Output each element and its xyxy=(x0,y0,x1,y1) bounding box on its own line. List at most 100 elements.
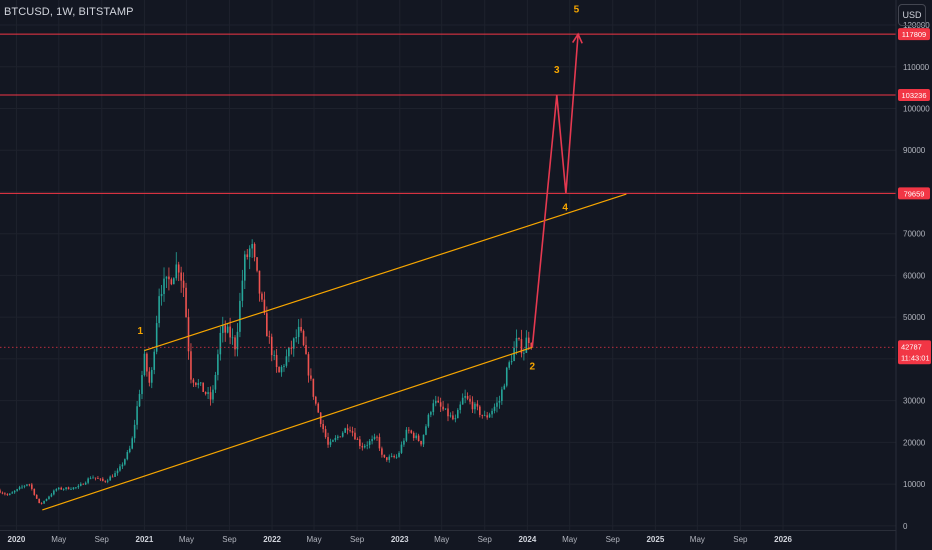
candle-body xyxy=(381,448,383,455)
candle-body xyxy=(244,254,246,281)
candle-body xyxy=(104,480,107,482)
currency-button[interactable]: USD xyxy=(898,4,926,26)
candle-body xyxy=(202,382,204,392)
candle-body xyxy=(400,444,403,453)
price-axis: 0100002000030000400005000060000700008000… xyxy=(895,0,932,550)
candle-body xyxy=(334,437,337,441)
candle-body xyxy=(366,444,369,446)
candle-body xyxy=(261,293,263,300)
candle-body xyxy=(84,482,87,485)
candle-body xyxy=(251,243,253,249)
candle-body xyxy=(131,438,133,449)
candle-body xyxy=(106,480,109,482)
candle-body xyxy=(31,484,33,489)
candle-body xyxy=(111,476,114,478)
y-tick-label: 20000 xyxy=(903,438,926,447)
x-tick-label: Sep xyxy=(733,535,748,544)
candle-body xyxy=(177,264,180,273)
candle-body xyxy=(150,369,153,383)
candle-body xyxy=(70,489,72,490)
candle-body xyxy=(241,280,244,301)
candle-body xyxy=(214,374,217,390)
candle-body xyxy=(226,326,229,333)
candle-body xyxy=(121,464,124,467)
candle-body xyxy=(332,440,334,442)
candle-body xyxy=(209,392,212,400)
candle-body xyxy=(268,336,271,338)
candle-body xyxy=(425,426,427,435)
candle-body xyxy=(501,389,503,401)
candle-body xyxy=(72,487,75,490)
wave-label: 3 xyxy=(554,65,560,76)
candle-body xyxy=(270,336,273,356)
candle-body xyxy=(4,493,6,495)
candle-body xyxy=(153,351,156,370)
candle-body xyxy=(109,476,111,481)
candle-body xyxy=(317,403,320,413)
candle-body xyxy=(292,338,295,349)
candle-body xyxy=(60,487,63,490)
wave-label: 4 xyxy=(562,203,568,214)
x-tick-label: Sep xyxy=(606,535,621,544)
candle-body xyxy=(43,500,45,504)
candle-body xyxy=(319,412,322,424)
candle-body xyxy=(1,492,4,494)
candle-body xyxy=(383,454,386,458)
candle-body xyxy=(354,432,356,440)
candle-body xyxy=(285,356,288,366)
candle-body xyxy=(300,326,302,331)
candle-body xyxy=(481,414,484,416)
candle-body xyxy=(307,354,310,376)
candle-body xyxy=(53,490,55,495)
candle-body xyxy=(185,287,187,318)
candle-body xyxy=(496,402,498,407)
candle-body xyxy=(315,396,317,404)
candle-body xyxy=(417,435,420,442)
y-tick-label: 100000 xyxy=(903,105,930,114)
candle-body xyxy=(310,375,312,379)
level-price-tag xyxy=(898,28,930,41)
candle-body xyxy=(18,487,21,490)
candle-body xyxy=(280,366,283,373)
candle-body xyxy=(246,254,249,258)
symbol-title[interactable]: BTCUSD, 1W, BITSTAMP xyxy=(4,6,134,18)
candle-body xyxy=(412,432,415,439)
candle-body xyxy=(324,429,327,438)
x-tick-label: 2026 xyxy=(774,535,792,544)
candle-body xyxy=(258,270,261,294)
candle-body xyxy=(427,414,430,427)
candle-body xyxy=(422,434,425,445)
candle-body xyxy=(510,361,513,363)
candle-body xyxy=(493,406,496,411)
candle-body xyxy=(471,401,474,410)
candle-body xyxy=(6,494,9,496)
candle-body xyxy=(114,473,116,477)
candle-body xyxy=(437,400,440,403)
candle-body xyxy=(278,367,280,373)
x-tick-label: Sep xyxy=(478,535,493,544)
candlestick-series xyxy=(0,239,533,505)
candle-body xyxy=(212,389,214,400)
y-tick-label: 10000 xyxy=(903,480,926,489)
candle-body xyxy=(239,300,241,332)
candle-body xyxy=(432,403,435,413)
projection-arrowhead xyxy=(571,32,583,44)
candle-body xyxy=(136,406,138,425)
candle-body xyxy=(141,375,143,395)
level-price-tag xyxy=(898,88,930,101)
candle-body xyxy=(33,488,36,495)
candle-body xyxy=(297,326,300,338)
candle-body xyxy=(138,394,141,407)
candle-body xyxy=(518,338,520,340)
candle-body xyxy=(23,485,26,487)
y-tick-label: 70000 xyxy=(903,230,926,239)
candle-body xyxy=(67,487,70,490)
candle-body xyxy=(461,397,464,405)
candle-body xyxy=(16,489,18,491)
candle-body xyxy=(376,436,378,438)
candle-body xyxy=(390,456,393,457)
y-tick-label: 90000 xyxy=(903,146,926,155)
wave-label: 5 xyxy=(574,5,580,16)
level-price-label: 79659 xyxy=(904,189,925,198)
